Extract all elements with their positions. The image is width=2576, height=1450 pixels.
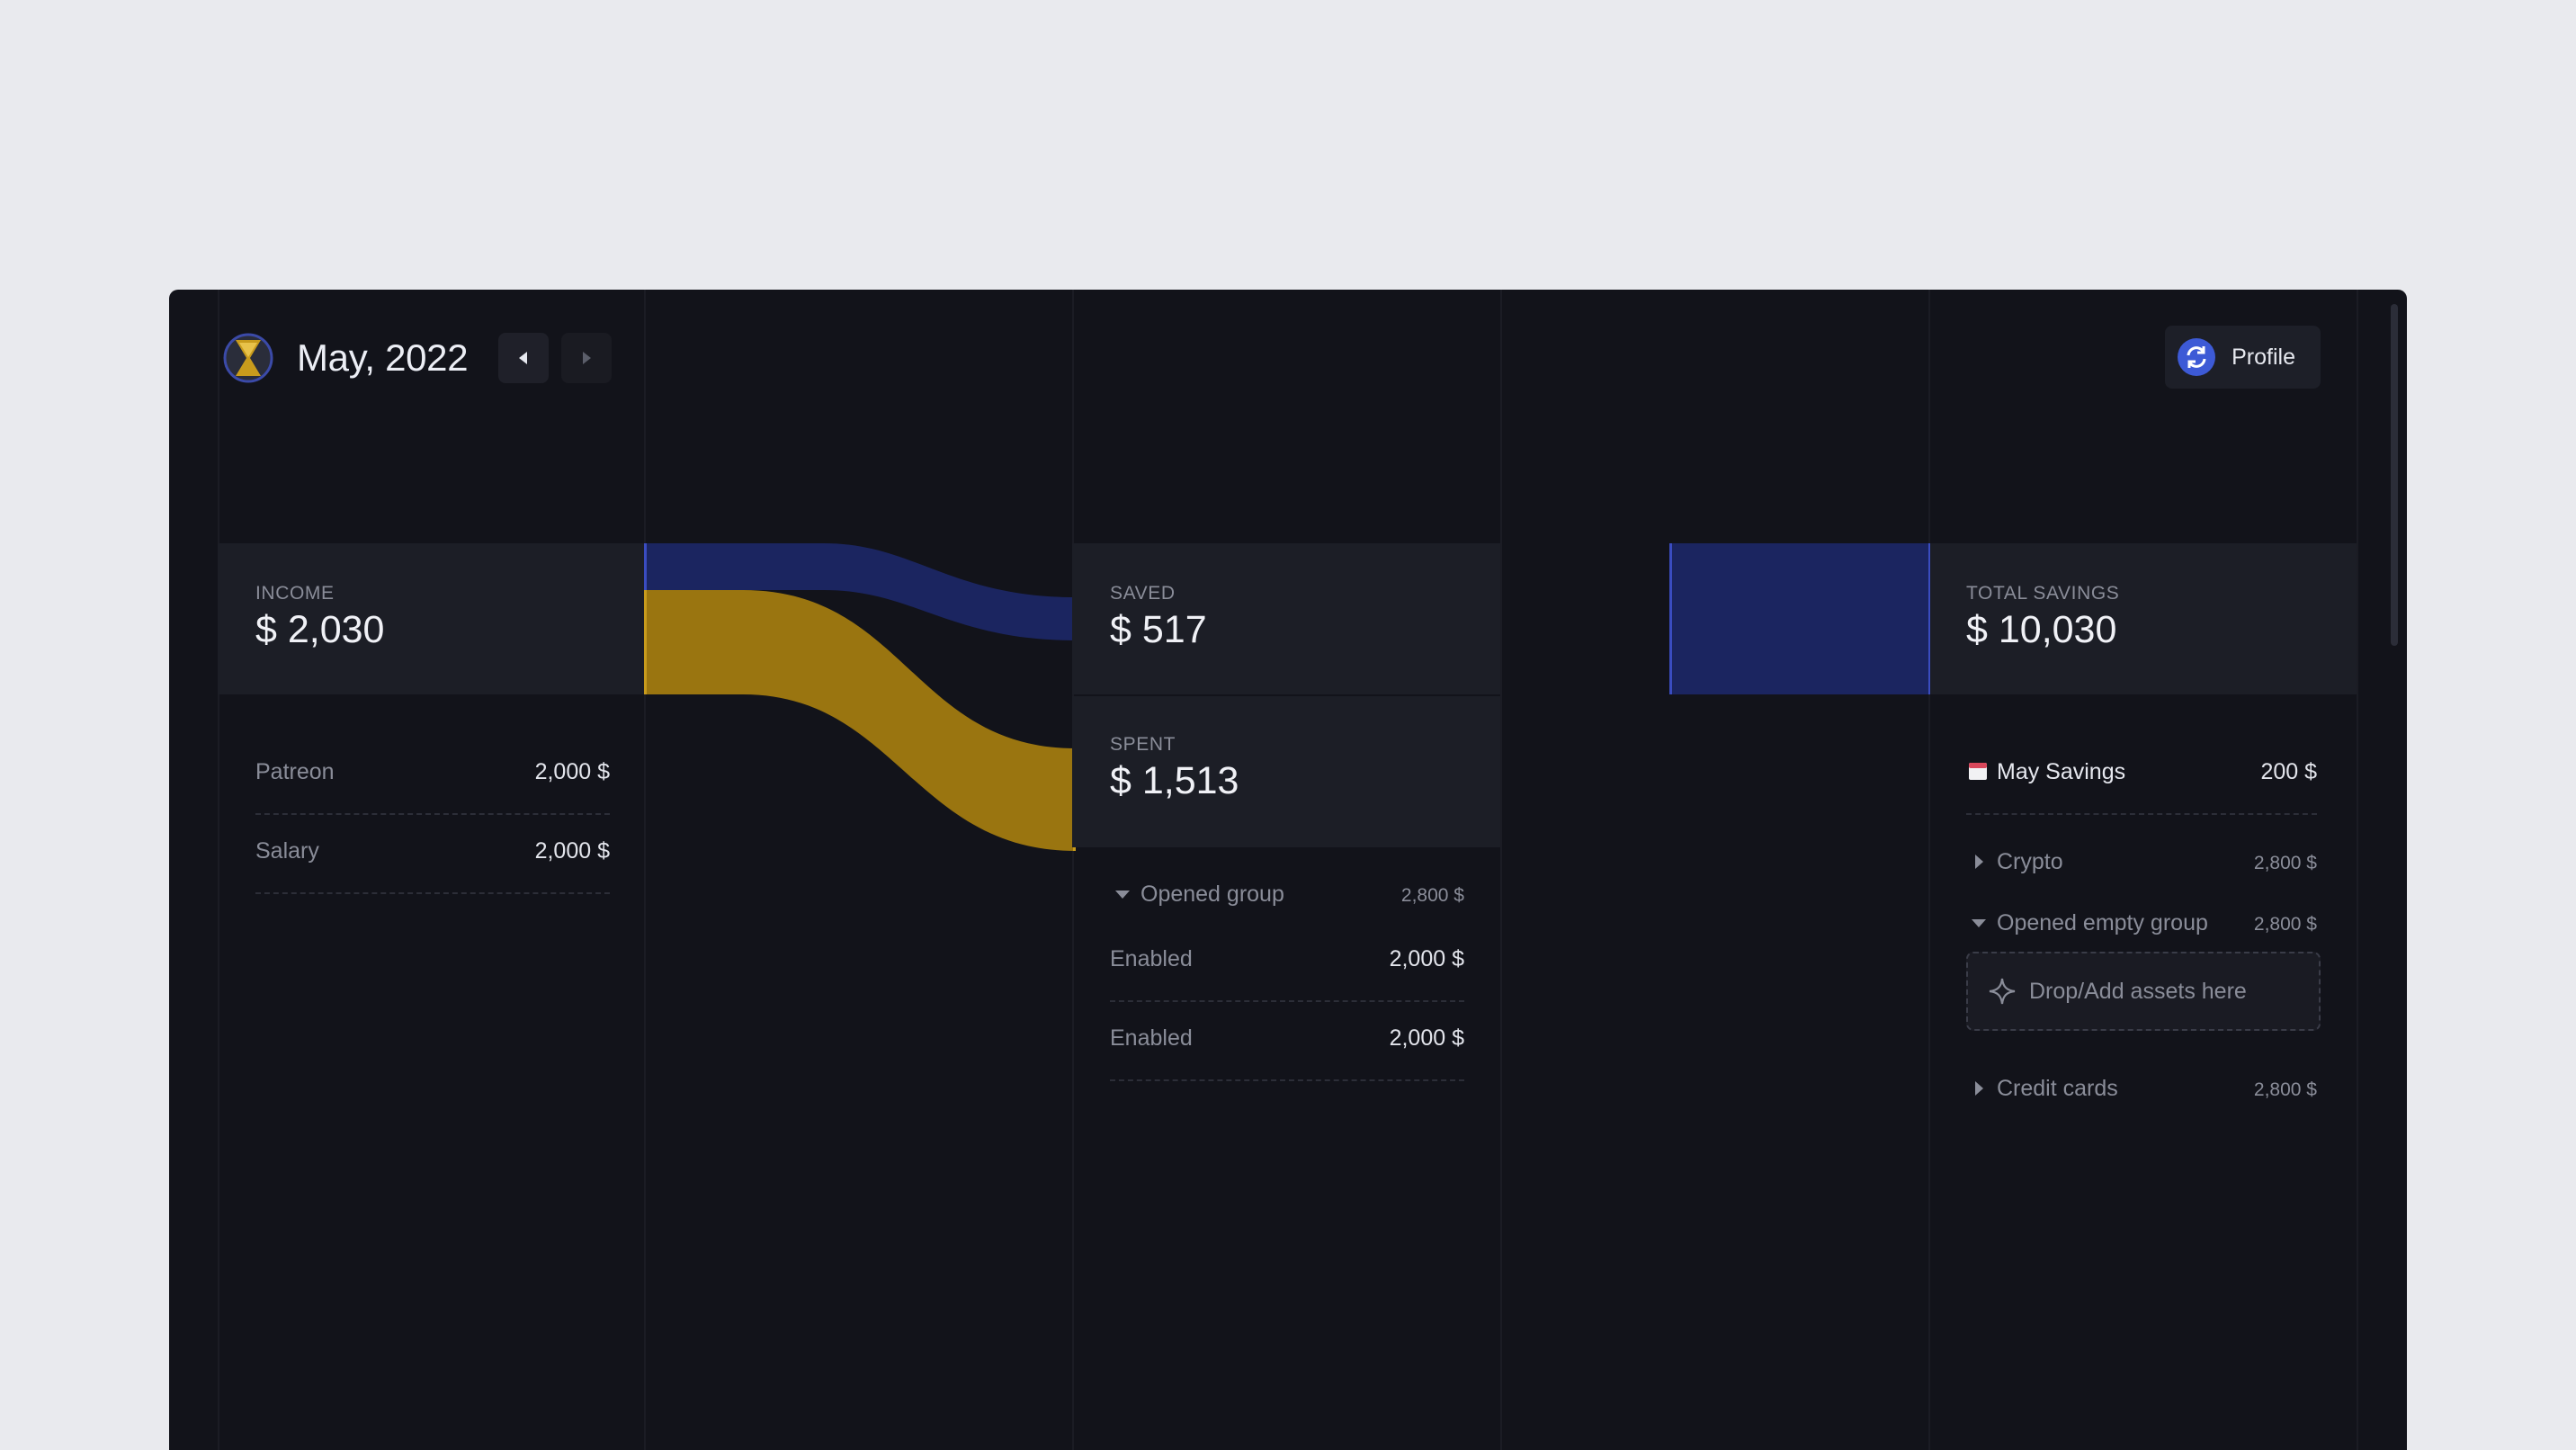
spent-item-value: 2,000 $ [1389, 1025, 1464, 1051]
profile-button[interactable]: Profile [2165, 326, 2321, 389]
caret-right-icon [1975, 1081, 1983, 1096]
app-window: May, 2022 Profile INCOME $ 2,030 [169, 290, 2407, 1450]
caret-right-icon [583, 352, 591, 364]
savings-group-opened-empty[interactable]: Opened empty group 2,800 $ [1966, 896, 2317, 950]
spent-row[interactable]: Enabled 2,000 $ [1110, 1000, 1464, 1081]
total-savings-panel: TOTAL SAVINGS $ 10,030 [1930, 543, 2357, 694]
total-savings-label: TOTAL SAVINGS [1966, 583, 2120, 604]
group-value: 2,800 $ [2253, 853, 2317, 873]
income-item-value: 2,000 $ [534, 759, 610, 784]
group-value: 2,800 $ [1400, 885, 1464, 906]
savings-flow-edge [1928, 543, 1931, 694]
column-divider [1500, 290, 1502, 1450]
spent-group-header[interactable]: Opened group 2,800 $ [1110, 867, 1464, 921]
savings-item-label: May Savings [1997, 759, 2126, 784]
sparkle-icon [1989, 978, 2016, 1005]
income-item-label: Salary [255, 838, 319, 864]
spent-value: $ 1,513 [1110, 759, 1239, 802]
previous-month-button[interactable] [498, 333, 549, 383]
app-logo [223, 333, 273, 383]
spent-panel: SPENT $ 1,513 [1072, 696, 1500, 847]
spent-item-label: Enabled [1110, 946, 1193, 971]
dropzone-label: Drop/Add assets here [2029, 979, 2247, 1004]
profile-label: Profile [2232, 344, 2295, 370]
income-panel: INCOME $ 2,030 [218, 543, 644, 694]
calendar-icon [1969, 763, 1987, 780]
column-divider [1072, 290, 1074, 1450]
spent-label: SPENT [1110, 734, 1176, 755]
caret-right-icon [1975, 855, 1983, 869]
spent-item-value: 2,000 $ [1389, 946, 1464, 971]
income-label: INCOME [255, 583, 335, 604]
group-label: Opened group [1140, 882, 1284, 907]
savings-group-crypto[interactable]: Crypto 2,800 $ [1966, 835, 2317, 889]
income-item-value: 2,000 $ [534, 838, 610, 864]
savings-row[interactable]: May Savings 200 $ [1966, 734, 2317, 815]
caret-left-icon [519, 352, 527, 364]
column-divider [644, 290, 646, 1450]
income-row[interactable]: Salary 2,000 $ [255, 813, 610, 894]
spent-row[interactable]: Enabled 2,000 $ [1110, 921, 1464, 1002]
group-label: Credit cards [1997, 1076, 2118, 1101]
group-value: 2,800 $ [2253, 1079, 2317, 1100]
page-title: May, 2022 [297, 336, 469, 379]
savings-item-value: 200 $ [2260, 759, 2317, 784]
spent-flow [644, 590, 1076, 851]
column-divider [218, 290, 219, 1450]
column-divider [2357, 290, 2358, 1450]
caret-down-icon [1115, 891, 1130, 899]
saved-label: SAVED [1110, 583, 1176, 604]
saved-flow [644, 543, 1076, 640]
income-value: $ 2,030 [255, 608, 385, 651]
group-value: 2,800 $ [2253, 914, 2317, 935]
total-savings-value: $ 10,030 [1966, 608, 2117, 651]
income-row[interactable]: Patreon 2,000 $ [255, 734, 610, 815]
next-month-button[interactable] [561, 333, 612, 383]
group-label: Crypto [1997, 849, 2063, 874]
caret-down-icon [1972, 919, 1986, 927]
column-divider [1928, 290, 1930, 1450]
group-label: Opened empty group [1997, 910, 2208, 935]
saved-panel: SAVED $ 517 [1072, 543, 1500, 694]
income-item-label: Patreon [255, 759, 335, 784]
scrollbar[interactable] [2391, 304, 2398, 646]
savings-group-credit-cards[interactable]: Credit cards 2,800 $ [1966, 1061, 2317, 1115]
spent-item-label: Enabled [1110, 1025, 1193, 1051]
flow-diagram [644, 543, 1928, 851]
saved-value: $ 517 [1110, 608, 1207, 651]
sync-icon [2178, 338, 2216, 376]
savings-flow [1671, 543, 1928, 694]
drop-add-assets-zone[interactable]: Drop/Add assets here [1966, 952, 2321, 1031]
